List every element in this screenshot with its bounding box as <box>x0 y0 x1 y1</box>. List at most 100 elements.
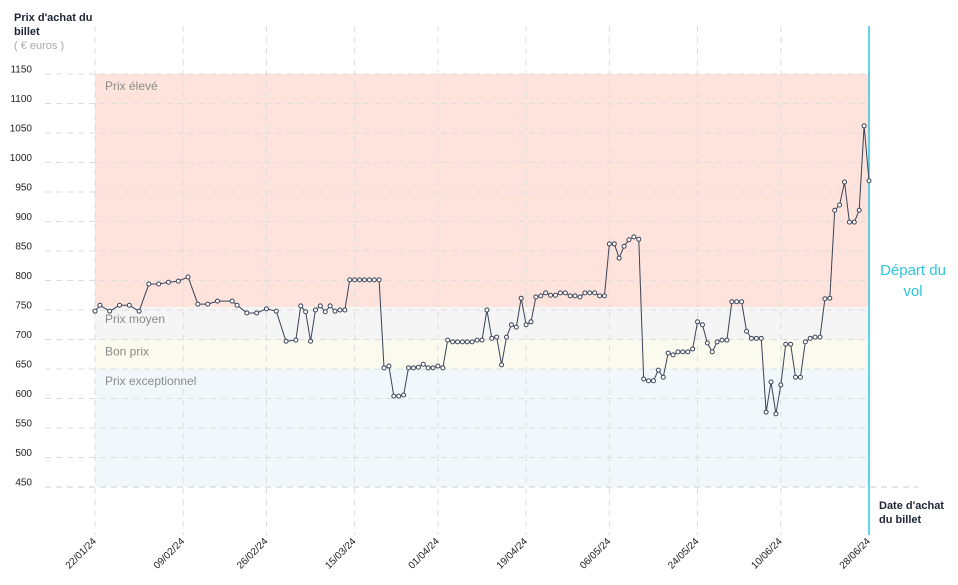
y-tick-label: 950 <box>15 183 32 194</box>
price-point <box>361 277 367 283</box>
price-point <box>802 339 808 345</box>
price-point <box>116 302 122 308</box>
x-tick-label: 26/02/24 <box>235 536 271 572</box>
price-point <box>156 281 162 287</box>
price-band <box>95 339 869 369</box>
price-point <box>420 361 426 367</box>
price-band <box>95 307 869 340</box>
price-point <box>709 349 715 355</box>
band-label: Bon prix <box>105 345 149 359</box>
price-point <box>616 255 622 261</box>
price-point <box>445 337 451 343</box>
price-point <box>92 308 98 314</box>
y-tick-label: 450 <box>15 478 32 489</box>
price-point <box>401 392 407 398</box>
price-point <box>214 298 220 304</box>
y-tick-label: 750 <box>15 301 32 312</box>
price-point <box>146 281 152 287</box>
y-tick-label: 550 <box>15 419 32 430</box>
x-axis-title: Date d'achat du billet <box>879 500 944 526</box>
price-point <box>548 292 554 298</box>
price-point <box>474 337 480 343</box>
price-point <box>719 337 725 343</box>
price-point <box>778 382 784 388</box>
price-point <box>592 290 598 296</box>
price-point <box>646 378 652 384</box>
price-point <box>484 307 490 313</box>
price-point <box>499 362 505 368</box>
price-point <box>322 309 328 315</box>
price-point <box>415 364 421 370</box>
price-point <box>851 219 857 225</box>
price-point <box>234 302 240 308</box>
y-tick-label: 600 <box>15 389 32 400</box>
price-point <box>827 295 833 301</box>
price-point <box>822 296 828 302</box>
price-point <box>773 411 779 417</box>
x-tick-label: 06/05/24 <box>578 536 614 572</box>
price-point <box>655 367 661 373</box>
price-band <box>95 74 869 308</box>
price-point <box>459 339 465 345</box>
price-point <box>572 293 578 299</box>
price-point <box>317 303 323 309</box>
price-point <box>744 328 750 334</box>
price-point <box>807 335 813 341</box>
price-point <box>729 299 735 305</box>
y-axis-title: Prix d'achat du billet <box>14 12 93 38</box>
price-point <box>817 334 823 340</box>
price-point <box>567 293 573 299</box>
price-point <box>337 307 343 313</box>
price-point <box>513 324 519 330</box>
y-tick-label: 1000 <box>10 153 33 164</box>
price-point <box>244 310 250 316</box>
price-point <box>582 290 588 296</box>
x-tick-label: 19/04/24 <box>495 536 531 572</box>
price-point <box>357 277 363 283</box>
price-point <box>332 308 338 314</box>
price-point <box>185 274 191 280</box>
price-point <box>450 339 456 345</box>
price-point <box>552 292 558 298</box>
price-point <box>503 334 509 340</box>
price-point <box>842 179 848 185</box>
price-point <box>523 322 529 328</box>
y-tick-label: 700 <box>15 330 32 341</box>
price-point <box>205 301 211 307</box>
price-point <box>175 278 181 284</box>
price-point <box>136 308 142 314</box>
price-point <box>303 309 309 315</box>
price-point <box>846 219 852 225</box>
y-tick-label: 650 <box>15 360 32 371</box>
price-point <box>273 308 279 314</box>
price-point <box>832 207 838 213</box>
price-point <box>797 374 803 380</box>
price-point <box>758 335 764 341</box>
y-tick-label: 800 <box>15 271 32 282</box>
price-point <box>371 277 377 283</box>
price-point <box>283 338 289 344</box>
price-point <box>763 409 769 415</box>
price-point <box>366 277 372 283</box>
price-point <box>293 337 299 343</box>
price-point <box>695 319 701 325</box>
price-point <box>410 365 416 371</box>
price-point <box>670 352 676 358</box>
price-point <box>660 374 666 380</box>
price-point <box>788 341 794 347</box>
price-point <box>793 374 799 380</box>
price-point <box>812 334 818 340</box>
price-point <box>768 379 774 385</box>
price-point <box>699 322 705 328</box>
price-point <box>312 307 318 313</box>
price-point <box>724 337 730 343</box>
price-point <box>665 350 671 356</box>
price-point <box>856 207 862 213</box>
y-tick-label: 1150 <box>10 65 32 76</box>
price-point <box>263 306 269 312</box>
price-point <box>783 341 789 347</box>
x-tick-label: 24/05/24 <box>666 536 702 572</box>
price-point <box>601 293 607 299</box>
